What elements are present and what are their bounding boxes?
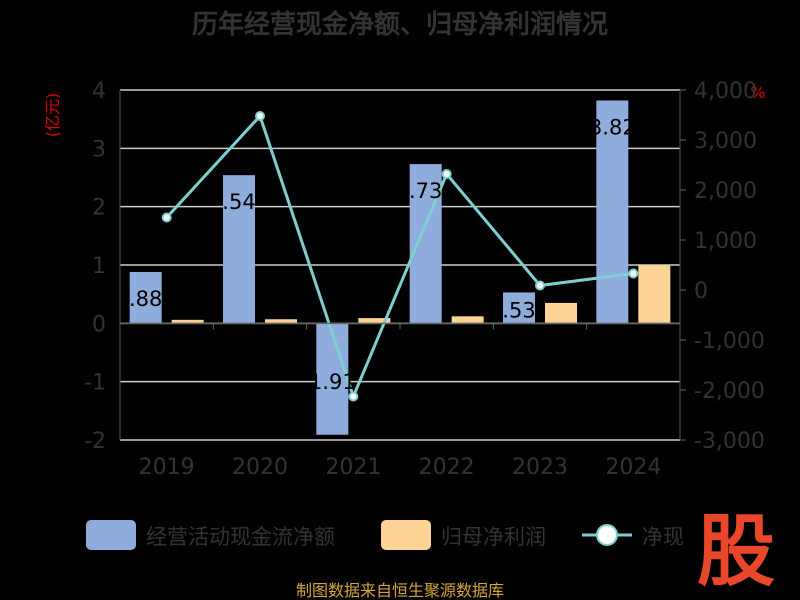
bar-data-label: .54	[222, 190, 255, 214]
ratio-point	[441, 169, 452, 179]
bar-net-profit	[171, 319, 204, 324]
bar-net-profit	[638, 265, 671, 324]
legend-label-ratio: 净现	[642, 525, 684, 549]
right-tick-label: -2,000	[694, 379, 765, 404]
bar-data-label: .88	[129, 287, 162, 311]
left-tick-label: 4	[92, 79, 106, 104]
left-tick-label: -2	[84, 429, 106, 454]
bar-data-label: .53	[502, 298, 535, 322]
bar-cash-flow	[596, 100, 629, 324]
left-tick-label: 1	[92, 254, 106, 279]
bar-net-profit	[545, 302, 577, 324]
bar-net-profit	[265, 319, 297, 324]
line-series	[161, 111, 639, 402]
right-tick-label: -3,000	[694, 429, 765, 454]
chart-title: 历年经营现金净额、归母净利润情况	[192, 9, 608, 40]
watermark-logo: 股	[697, 507, 775, 597]
bar-cash-flow	[316, 323, 349, 435]
ratio-point	[255, 111, 265, 121]
bar-net-profit	[451, 316, 484, 324]
x-tick-label: 2021	[325, 455, 381, 480]
legend-swatch-marker	[596, 524, 618, 546]
x-tick-label: 2022	[419, 455, 475, 480]
x-tick-label: 2019	[139, 455, 195, 480]
bar-cash-flow	[223, 175, 255, 324]
source-note: 制图数据来自恒生聚源数据库	[296, 581, 504, 600]
right-tick-label: 0	[694, 279, 708, 304]
legend-label-net-profit: 归母净利润	[441, 525, 546, 549]
ratio-point	[628, 268, 639, 279]
ratio-point	[535, 280, 545, 291]
right-tick-label: 1,000	[694, 229, 757, 254]
right-axis-unit: %	[750, 83, 765, 102]
legend: 经营活动现金流净额 归母净利润 净现	[86, 520, 684, 550]
bar-data-label: 3.82	[589, 116, 636, 140]
right-tick-label: -1,000	[694, 329, 765, 354]
grid	[120, 89, 680, 441]
left-tick-label: 3	[92, 137, 106, 162]
bar-net-profit	[358, 318, 391, 324]
bar-cash-flow	[129, 272, 162, 324]
x-tick-label: 2023	[512, 455, 568, 480]
left-tick-label: -1	[84, 371, 106, 396]
ratio-point	[348, 391, 359, 402]
legend-label-cash-flow: 经营活动现金流净额	[146, 525, 335, 549]
legend-swatch-net-profit	[381, 520, 431, 550]
left-tick-label: 0	[92, 312, 106, 337]
left-tick-label: 2	[92, 196, 106, 221]
legend-swatch-cash-flow	[86, 520, 136, 550]
x-tick-label: 2024	[605, 455, 661, 480]
bar-cash-flow	[409, 164, 442, 324]
ratio-point	[161, 212, 172, 223]
bar-data-label: .73	[409, 179, 442, 203]
right-tick-label: 4,000	[694, 79, 757, 104]
left-axis-unit: (亿元)	[43, 93, 62, 138]
right-tick-label: 2,000	[694, 179, 757, 204]
bar-data-label: 1.91	[309, 370, 356, 394]
bar-cash-flow	[503, 292, 535, 324]
ratio-line	[165, 113, 634, 401]
axes: 4 3 2 1 0 -1 -2 4,000 3,000 2,000 1,000 0 -1,000 -2,0…	[84, 79, 765, 480]
right-tick-label: 3,000	[694, 129, 757, 154]
bars	[129, 100, 671, 435]
data-labels: .88 .54 1.91 .73 .53 3.82	[129, 116, 636, 394]
x-tick-label: 2020	[232, 455, 288, 480]
